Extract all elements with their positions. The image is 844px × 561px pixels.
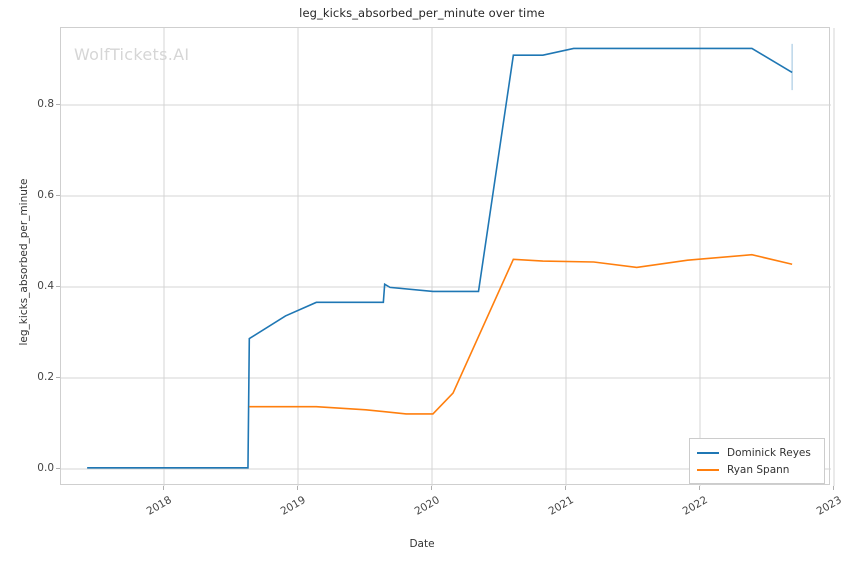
legend-label: Ryan Spann — [727, 463, 790, 476]
legend-color-swatch — [697, 451, 719, 454]
y-axis-tick-label: 0.8 — [37, 98, 54, 110]
legend-label: Dominick Reyes — [727, 446, 811, 459]
gridlines — [61, 28, 835, 486]
x-axis-tick-mark — [297, 486, 298, 490]
chart-legend[interactable]: Dominick Reyes Ryan Spann — [689, 438, 825, 484]
x-axis-tick-mark — [565, 486, 566, 490]
x-axis-tick-mark — [163, 486, 164, 490]
y-axis-label: leg_kicks_absorbed_per_minute — [18, 178, 30, 346]
x-axis-tick-label: 2023 — [814, 494, 844, 518]
legend-item-dominick-reyes[interactable]: Dominick Reyes — [697, 444, 817, 461]
y-axis-tick-mark — [56, 104, 60, 105]
legend-color-swatch — [697, 468, 719, 471]
data-series-layer — [87, 43, 793, 469]
x-axis-tick-label: 2021 — [546, 494, 576, 518]
x-axis-tick-label: 2018 — [144, 494, 174, 518]
plot-area: WolfTickets.AI — [60, 27, 835, 486]
y-axis-tick-label: 0.2 — [37, 371, 54, 383]
x-axis-tick-mark — [699, 486, 700, 490]
x-axis-tick-mark — [431, 486, 432, 490]
y-axis-tick-mark — [56, 286, 60, 287]
y-axis-tick-group: 0.8 0.6 0.4 0.2 0.0 — [8, 0, 54, 561]
y-axis-tick-mark — [56, 195, 60, 196]
chart-title: leg_kicks_absorbed_per_minute over time — [299, 6, 545, 20]
y-axis-tick-mark — [56, 377, 60, 378]
x-axis-label: Date — [409, 538, 435, 550]
watermark: WolfTickets.AI — [74, 45, 190, 64]
x-axis-tick-label: 2019 — [278, 494, 308, 518]
x-axis-tick-label: 2020 — [412, 494, 442, 518]
y-axis-tick-label: 0.4 — [37, 280, 54, 292]
legend-item-ryan-spann[interactable]: Ryan Spann — [697, 461, 817, 478]
y-axis-tick-mark — [56, 468, 60, 469]
x-axis-tick-mark — [833, 486, 834, 490]
line-series-dominick-reyes — [87, 47, 793, 469]
x-axis-tick-label: 2022 — [680, 494, 710, 518]
y-axis-tick-label: 0.0 — [37, 462, 54, 474]
y-axis-tick-label: 0.6 — [37, 189, 54, 201]
line-series-ryan-spann — [249, 253, 793, 415]
